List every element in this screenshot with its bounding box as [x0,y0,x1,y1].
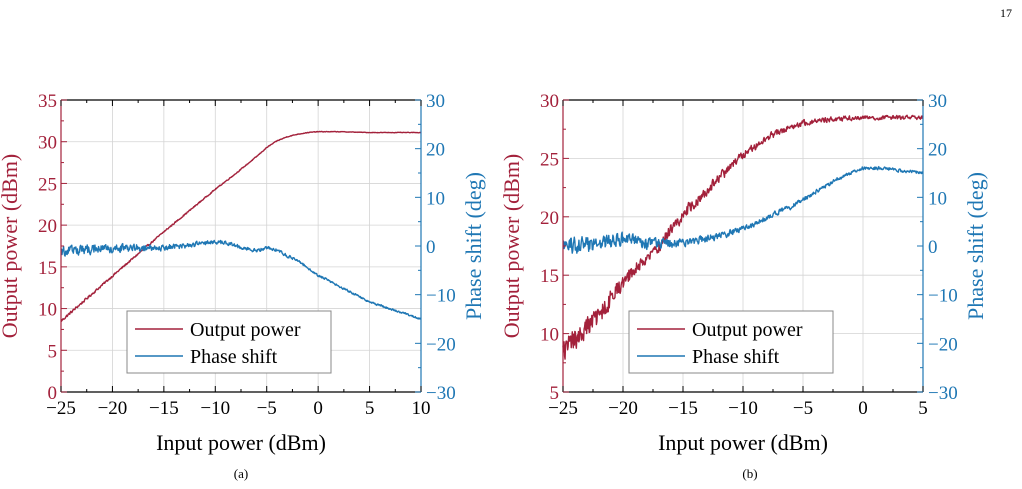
chart-a: −25 −20 −15 −10 −5 0 5 10 0 5 10 15 20 25 30 35 −30 −20 −1… [0,91,486,481]
y-right-tick-label: 30 [426,91,445,112]
y-left-tick-label: 10 [38,300,57,321]
y-left-tick-label: 35 [38,91,57,112]
y-right-tick-label: 0 [928,237,938,258]
y-right-tick-label: 30 [928,91,947,112]
series-line-output-power [562,114,924,360]
legend-label-phase-shift: Phase shift [190,346,278,368]
x-tick-label: 5 [918,398,928,419]
y-right-tick-label: −20 [426,334,456,355]
y-left-tick-label: 10 [540,325,559,346]
series-line-phase-shift [60,239,422,320]
y-left-tick-label: 5 [550,383,560,404]
x-tick-label: −5 [257,398,277,419]
x-axis-title: Input power (dBm) [658,430,828,455]
y-right-axis-title: Phase shift (deg) [461,172,486,320]
x-tick-label: 10 [412,398,431,419]
x-tick-label: −15 [668,398,698,419]
y-right-tick-label: −10 [426,286,456,307]
x-tick-label: −10 [200,398,230,419]
y-left-tick-label: 20 [540,208,559,229]
y-left-tick-label: 25 [540,149,559,170]
x-tick-label: 5 [365,398,375,419]
legend: Output power Phase shift [628,310,834,374]
y-left-tick-label: 25 [38,174,57,195]
x-tick-label: 0 [858,398,868,419]
legend-label-phase-shift: Phase shift [692,346,780,368]
x-tick-label: −20 [608,398,638,419]
y-right-axis-title: Phase shift (deg) [963,172,988,320]
y-left-axis-title: Output power (dBm) [0,154,22,339]
x-axis-title: Input power (dBm) [156,430,326,455]
figure-caption: (a) [234,466,248,481]
y-right-tick-label: 10 [426,188,445,209]
y-left-tick-label: 15 [540,266,559,287]
y-right-tick-label: 20 [928,140,947,161]
y-left-tick-label: 15 [38,258,57,279]
y-left-tick-label: 0 [48,383,58,404]
chart-b: −25 −20 −15 −10 −5 0 5 5 10 15 20 25 30 −30 −20 −10 0 10 2… [499,91,988,481]
y-left-tick-label: 30 [540,91,559,112]
figure-caption: (b) [742,466,757,481]
x-tick-label: −10 [728,398,758,419]
y-left-tick-label: 5 [48,341,58,362]
legend-box [126,310,332,374]
legend-box [628,310,834,374]
series-line-output-power [60,130,422,322]
x-tick-label: −15 [149,398,179,419]
y-left-tick-label: 20 [38,216,57,237]
y-right-tick-label: −30 [426,383,456,404]
y-left-tick-label: 30 [38,133,57,154]
page-number: 17 [1000,6,1012,20]
y-right-tick-label: 10 [928,188,947,209]
y-left-axis-title: Output power (dBm) [499,154,524,339]
x-tick-label: −25 [46,398,76,419]
legend-label-output-power: Output power [190,319,301,341]
x-tick-label: 0 [313,398,323,419]
series-line-phase-shift [562,165,924,254]
y-right-tick-label: −20 [928,334,958,355]
x-tick-label: −20 [98,398,128,419]
y-right-tick-label: 20 [426,140,445,161]
legend: Output power Phase shift [126,310,332,374]
legend-label-output-power: Output power [692,319,803,341]
x-tick-label: −25 [548,398,578,419]
y-right-tick-label: −30 [928,383,958,404]
y-right-tick-label: −10 [928,286,958,307]
y-right-tick-label: 0 [426,237,436,258]
x-tick-label: −5 [793,398,813,419]
